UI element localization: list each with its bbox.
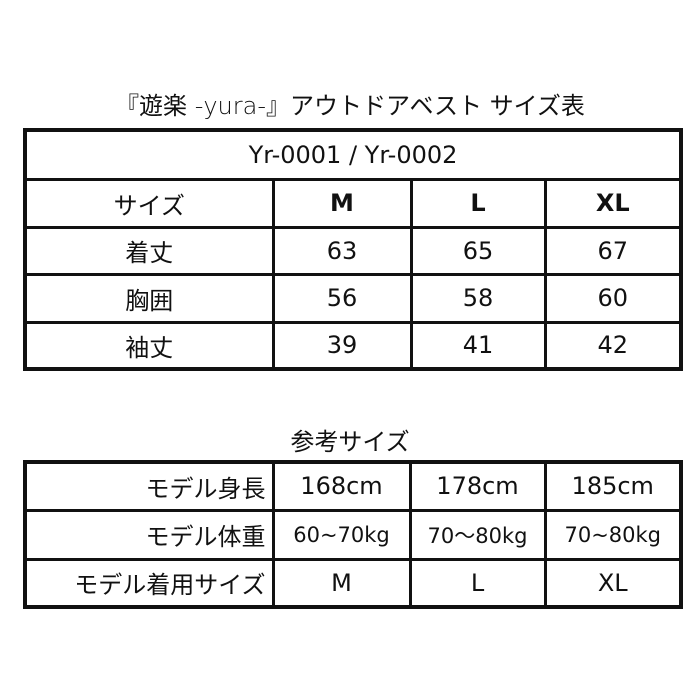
row-label: モデル体重 <box>23 508 275 561</box>
cell: 60 <box>543 272 683 324</box>
page-title: 『遊楽 -yura-』アウトドアベスト サイズ表 <box>115 92 585 120</box>
model-code-row: Yr-0001 / Yr-0002 <box>23 128 683 181</box>
size-table: Yr-0001 / Yr-0002 サイズ M L XL 着丈 63 65 67… <box>23 128 683 371</box>
header-m: M <box>271 177 413 229</box>
row-label: 胸囲 <box>23 272 275 324</box>
row-label: 着丈 <box>23 225 275 276</box>
cell: 56 <box>271 272 413 324</box>
table-row: 着丈 63 65 67 <box>23 225 683 276</box>
table-row: モデル身長 168cm 178cm 185cm <box>23 460 683 512</box>
model-codes: Yr-0001 / Yr-0002 <box>23 128 683 181</box>
cell: 70~80kg <box>543 508 683 561</box>
cell: 178cm <box>408 460 547 512</box>
row-label: モデル着用サイズ <box>23 557 275 609</box>
cell: 58 <box>409 272 547 324</box>
table-row: 袖丈 39 41 42 <box>23 320 683 371</box>
cell: 168cm <box>271 460 412 512</box>
cell: 67 <box>543 225 683 276</box>
cell: 185cm <box>543 460 683 512</box>
cell: 70〜80kg <box>408 508 547 561</box>
cell: 42 <box>543 320 683 371</box>
row-label: 袖丈 <box>23 320 275 371</box>
cell: 39 <box>271 320 413 371</box>
cell: 63 <box>271 225 413 276</box>
table-row: モデル体重 60~70kg 70〜80kg 70~80kg <box>23 508 683 561</box>
header-l: L <box>409 177 547 229</box>
reference-table: モデル身長 168cm 178cm 185cm モデル体重 60~70kg 70… <box>23 460 683 609</box>
cell: M <box>271 557 412 609</box>
reference-title: 参考サイズ <box>290 428 410 456</box>
cell: L <box>408 557 547 609</box>
table-row: 胸囲 56 58 60 <box>23 272 683 324</box>
size-header-row: サイズ M L XL <box>23 177 683 229</box>
cell: XL <box>543 557 683 609</box>
row-label: モデル身長 <box>23 460 275 512</box>
header-xl: XL <box>543 177 683 229</box>
cell: 60~70kg <box>271 508 412 561</box>
table-row: モデル着用サイズ M L XL <box>23 557 683 609</box>
cell: 41 <box>409 320 547 371</box>
cell: 65 <box>409 225 547 276</box>
header-size: サイズ <box>23 177 275 229</box>
